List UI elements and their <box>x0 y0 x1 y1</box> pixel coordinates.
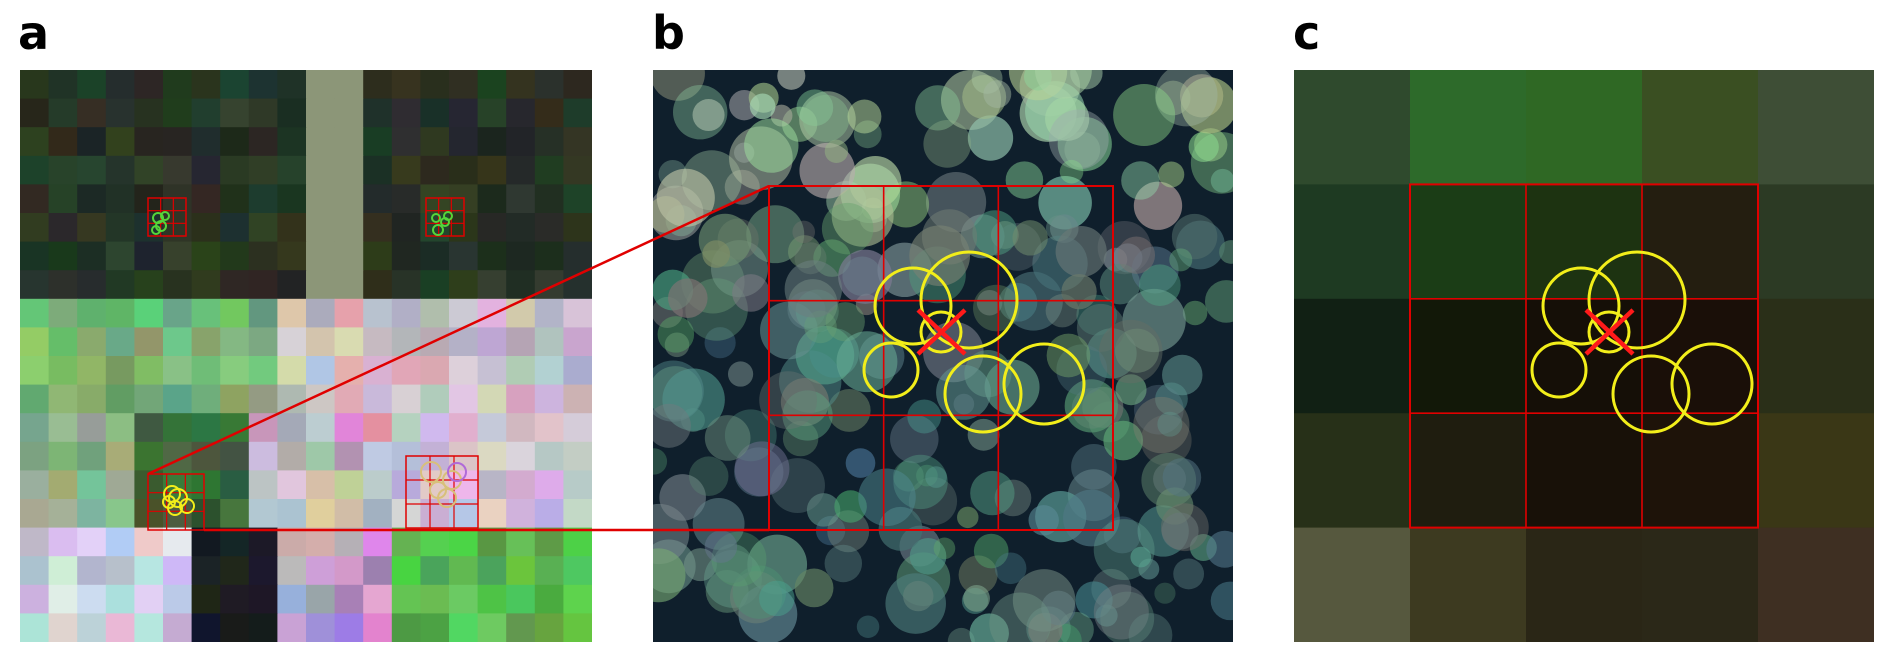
tree-crown-icon <box>437 488 457 508</box>
pixel-cell <box>1294 527 1411 642</box>
x-cross-icon <box>1584 308 1635 356</box>
pixel-cell <box>1758 70 1874 185</box>
tree-crown-icon <box>179 498 195 514</box>
pixel-cell <box>1642 184 1759 300</box>
zoomed-pixel-panel <box>1294 70 1874 642</box>
tree-crown-icon <box>1587 310 1631 354</box>
panel-label-a: a <box>18 6 50 60</box>
tree-crown-icon <box>1611 354 1691 434</box>
pixel-cell <box>1758 298 1874 414</box>
satellite-mosaic-panel <box>20 70 592 642</box>
pixel-cell <box>1294 413 1411 529</box>
pixel-cell <box>1758 527 1874 642</box>
tree-crown-icon <box>919 250 1019 350</box>
pixel-cell <box>1758 413 1874 529</box>
tree-crown-icon <box>1530 341 1588 399</box>
tree-crown-icon <box>1670 342 1754 426</box>
pixel-cell <box>1410 298 1527 414</box>
tree-crown-icon <box>862 341 920 399</box>
zoomed-pixel-image <box>1294 70 1874 642</box>
tree-crown-icon <box>943 354 1023 434</box>
tree-crown-icon <box>919 310 963 354</box>
tree-crown-icon <box>1541 266 1621 346</box>
pixel-cell <box>1410 413 1527 529</box>
tree-crown-icon <box>1002 342 1086 426</box>
pixel-cell <box>1758 184 1874 300</box>
panel-label-c: c <box>1293 6 1321 60</box>
pixel-cell <box>1410 527 1527 642</box>
pixel-cell <box>1294 70 1411 185</box>
pixel-cell <box>1526 70 1643 185</box>
pixel-cell <box>1642 70 1759 185</box>
pixel-cell <box>1642 413 1759 529</box>
satellite-mosaic-image <box>20 70 592 642</box>
pixel-cell <box>1410 184 1527 300</box>
panel-label-b: b <box>652 6 685 60</box>
tree-crown-icon <box>167 500 183 516</box>
aerial-photo-panel <box>653 70 1233 642</box>
pixel-cell <box>1410 70 1527 185</box>
pixel-cell <box>1294 184 1411 300</box>
tree-crown-icon <box>1587 250 1687 350</box>
aerial-photo-image <box>653 70 1233 642</box>
pixel-cell <box>1526 413 1643 529</box>
x-cross-icon <box>916 308 967 356</box>
pixel-cell <box>1642 527 1759 642</box>
tree-crown-icon <box>873 266 953 346</box>
zoom-grid <box>768 185 1114 531</box>
pixel-cell <box>1526 527 1643 642</box>
pixel-cell <box>1526 184 1643 300</box>
pixel-cell <box>1294 298 1411 414</box>
